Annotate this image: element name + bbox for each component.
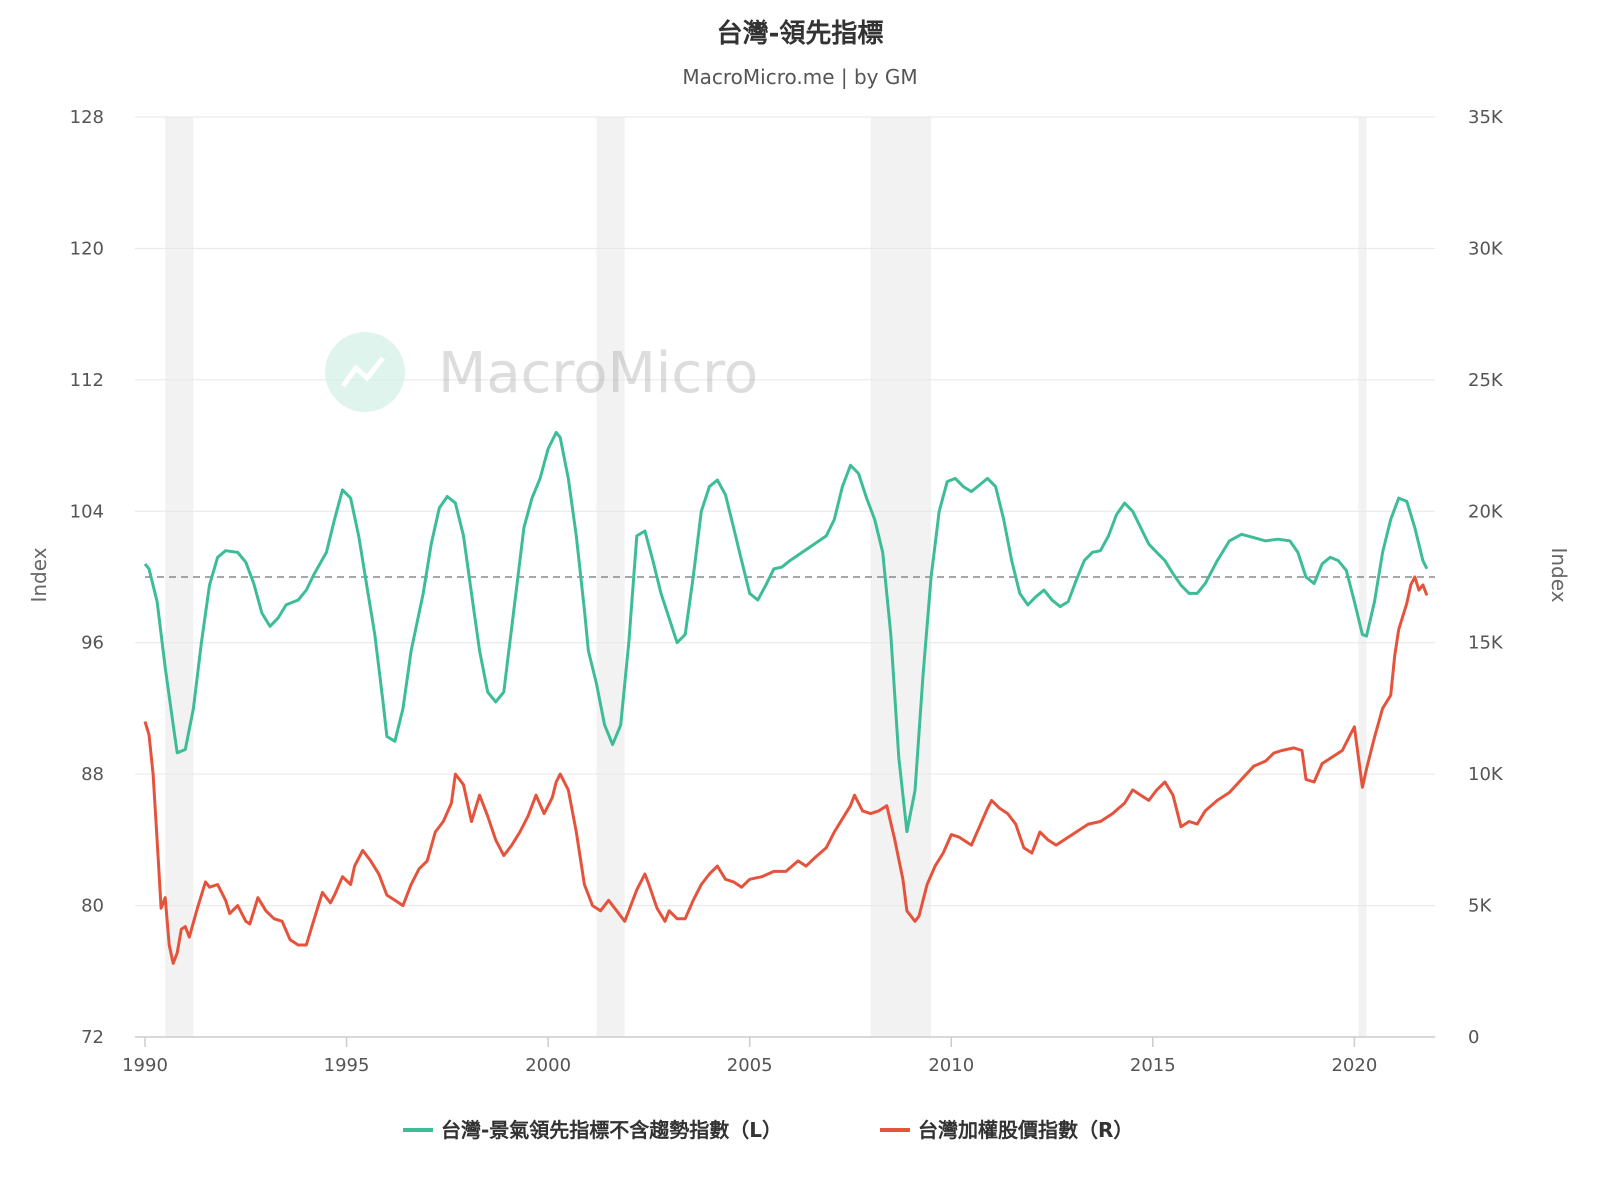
y-left-tick-label: 104 — [70, 501, 104, 522]
y-left-axis-title: Index — [27, 547, 51, 602]
y-right-tick-label: 20K — [1468, 501, 1504, 522]
legend: 台灣-景氣領先指標不含趨勢指數（L） 台灣加權股價指數（R） — [403, 1118, 1133, 1142]
legend-label-taiex: 台灣加權股價指數（R） — [918, 1118, 1133, 1142]
legend-item-taiex[interactable]: 台灣加權股價指數（R） — [880, 1118, 1133, 1142]
y-right-tick-label: 30K — [1468, 238, 1504, 259]
watermark-text: MacroMicro — [438, 341, 758, 406]
y-right-tick-label: 5K — [1468, 896, 1492, 917]
y-right-tick-label: 10K — [1468, 764, 1504, 785]
y-left-tick-label: 112 — [70, 370, 104, 391]
chart-title: 台灣-領先指標 — [717, 18, 884, 49]
series-line-leading-index — [143, 430, 1429, 834]
watermark-logo-icon — [325, 332, 405, 412]
x-tick-label: 1995 — [324, 1055, 370, 1076]
recession-bands — [165, 117, 1367, 1037]
watermark-chart-icon — [340, 356, 385, 388]
x-tick-label: 2000 — [525, 1055, 571, 1076]
x-tick-label: 2010 — [928, 1055, 974, 1076]
y-right-tick-label: 25K — [1468, 370, 1504, 391]
y-right-tick-label: 15K — [1468, 633, 1504, 654]
y-left-tick-label: 128 — [70, 107, 104, 128]
series-line-taiex — [143, 575, 1429, 965]
legend-label-leading-index: 台灣-景氣領先指標不含趨勢指數（L） — [441, 1118, 782, 1142]
y-left-tick-label: 88 — [81, 764, 104, 785]
chart-subtitle: MacroMicro.me | by GM — [682, 65, 917, 89]
y-left-tick-label: 72 — [81, 1027, 104, 1048]
gridlines — [135, 116, 1435, 907]
x-tick-label: 2020 — [1331, 1055, 1377, 1076]
x-tick-labels: 1990 1995 2000 2005 2010 2015 2020 — [122, 1037, 1377, 1076]
x-tick-label: 2015 — [1130, 1055, 1176, 1076]
y-right-axis-title: Index — [1547, 547, 1571, 602]
y-left-tick-label: 120 — [70, 238, 104, 259]
y-right-tick-label: 0 — [1468, 1027, 1479, 1048]
x-tick-label: 1990 — [122, 1055, 168, 1076]
y-right-tick-label: 35K — [1468, 107, 1504, 128]
legend-item-leading-index[interactable]: 台灣-景氣領先指標不含趨勢指數（L） — [403, 1118, 782, 1142]
watermark: MacroMicro — [325, 332, 758, 412]
y-left-tick-label: 96 — [81, 633, 104, 654]
y-left-tick-labels: 72 80 88 96 104 112 120 128 — [70, 107, 104, 1048]
y-right-tick-labels: 0 5K 10K 15K 20K 25K 30K 35K — [1468, 107, 1504, 1048]
x-tick-label: 2005 — [727, 1055, 773, 1076]
y-left-tick-label: 80 — [81, 896, 104, 917]
recession-band-1 — [596, 117, 625, 1037]
